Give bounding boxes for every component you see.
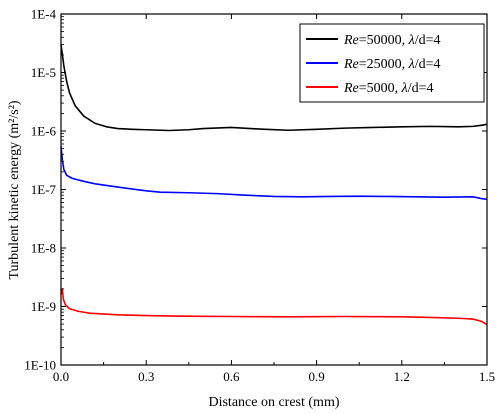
legend: Re=50000, λ/d=4Re=25000, λ/d=4Re=5000, λ… bbox=[299, 23, 485, 103]
legend-entry-2: Re=5000, λ/d=4 bbox=[343, 81, 434, 96]
legend-text-var: Re bbox=[343, 33, 359, 48]
x-tick-label: 0.6 bbox=[223, 369, 240, 384]
legend-text-var: Re bbox=[343, 81, 359, 96]
x-tick-label: 0.3 bbox=[138, 369, 154, 384]
legend-text-lam: λ bbox=[408, 33, 415, 48]
x-tick-label: 1.5 bbox=[479, 369, 495, 384]
y-tick-label: 1E-9 bbox=[31, 299, 56, 314]
y-axis-label: Turbulent kinetic energy (m²/s²) bbox=[7, 100, 22, 279]
legend-text-tail: /d=4 bbox=[415, 33, 441, 48]
legend-text-lam: λ bbox=[408, 57, 415, 72]
legend-text-rest: =5000, bbox=[359, 81, 402, 96]
legend-text-rest: =50000, bbox=[359, 33, 409, 48]
legend-text-tail: /d=4 bbox=[408, 81, 434, 96]
plot-layer bbox=[60, 44, 488, 326]
legend-entry-1: Re=25000, λ/d=4 bbox=[343, 57, 441, 72]
x-axis-label: Distance on crest (mm) bbox=[208, 395, 339, 410]
legend-text-var: Re bbox=[343, 57, 359, 72]
series-line-0 bbox=[60, 44, 488, 132]
y-tick-label: 1E-10 bbox=[24, 358, 56, 373]
legend-entry-0: Re=50000, λ/d=4 bbox=[343, 33, 441, 48]
x-tick-label: 1.2 bbox=[394, 369, 410, 384]
y-tick-label: 1E-8 bbox=[31, 241, 56, 256]
y-tick-label: 1E-5 bbox=[31, 65, 56, 80]
ticks-layer: 0.0 0.3 0.6 0.9 1.2 1.5 1E-10 1E-9 1E-8 1E-7 1E-6 1… bbox=[24, 7, 495, 385]
legend-text-lam: λ bbox=[401, 81, 408, 96]
y-tick-label: 1E-6 bbox=[31, 124, 57, 139]
series-line-2 bbox=[60, 288, 488, 326]
legend-text-rest: =25000, bbox=[359, 57, 409, 72]
y-tick-label: 1E-4 bbox=[31, 7, 57, 22]
x-tick-label: 0.9 bbox=[308, 369, 324, 384]
y-tick-label: 1E-7 bbox=[31, 182, 57, 197]
legend-text-tail: /d=4 bbox=[415, 57, 441, 72]
series-line-1 bbox=[60, 146, 488, 201]
x-tick-label: 0.0 bbox=[53, 369, 69, 384]
